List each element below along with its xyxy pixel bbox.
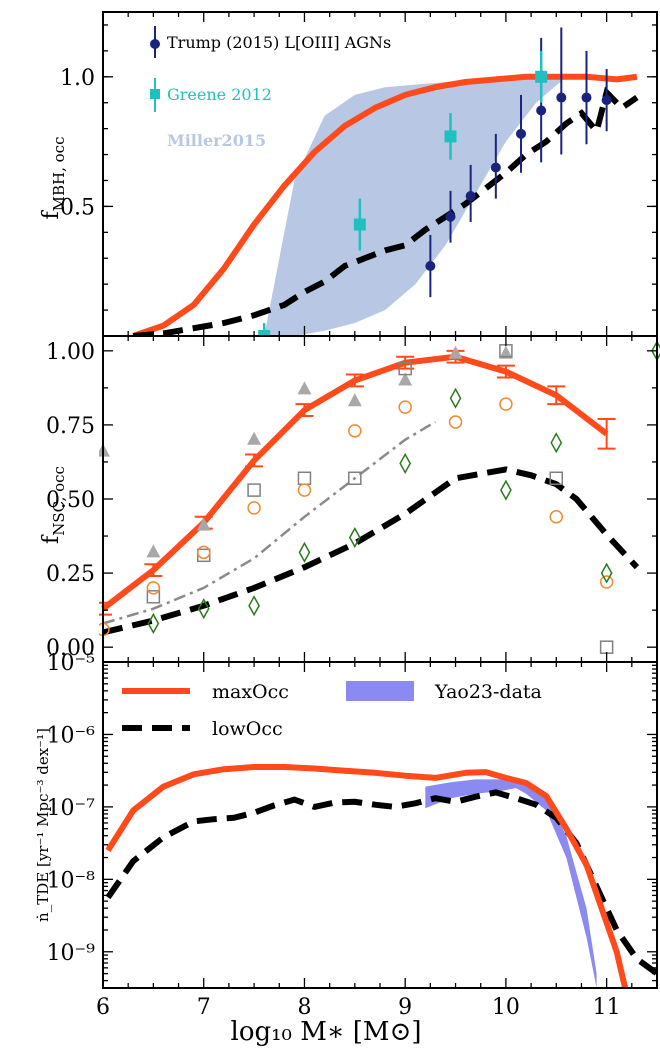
bot-ytick-label: 10⁻⁸ xyxy=(47,868,96,893)
mid-square-point xyxy=(599,640,614,654)
mid-diamond-point xyxy=(600,562,613,584)
greene-point xyxy=(353,218,366,231)
mid-diamond-point xyxy=(550,432,563,454)
mid-triangle-point xyxy=(247,431,262,445)
legend-trump-marker xyxy=(150,39,160,49)
mbh-occupation-panel: 0.5 1.0 xyxy=(60,11,658,337)
mid-circle-point xyxy=(247,501,261,515)
mid-triangle-point xyxy=(99,443,110,457)
nsc-occupation-panel: 0.00 0.25 0.50 0.75 1.00 xyxy=(46,335,660,663)
bot-ytick-label: 10⁻⁷ xyxy=(47,796,96,821)
mid-diamond-point xyxy=(500,479,512,501)
x-axis-label: log₁₀ M∗ [M⊙] xyxy=(231,1017,422,1047)
trump-point xyxy=(425,261,436,272)
mid-square-point xyxy=(297,471,312,486)
legend-yao-swatch xyxy=(346,681,414,701)
mid-ytick-label: 0.75 xyxy=(46,414,95,439)
trump-point xyxy=(490,162,501,173)
mid-triangle-point xyxy=(297,381,312,395)
mid-square-point xyxy=(549,471,564,486)
mid-diamond-point xyxy=(449,387,462,409)
tde-rate-panel: 6 7 8 9 10 11 10⁻⁹ 10⁻⁸ 10⁻⁷ 10⁻⁶ 10⁻⁵ xyxy=(47,651,658,1020)
bot-xtick-label-11: 11 xyxy=(593,995,621,1020)
mid-ytick-label: 0.00 xyxy=(46,636,95,661)
mid-triangle-point xyxy=(448,345,463,359)
mid-circle-point xyxy=(599,575,614,589)
yao23-band xyxy=(425,779,597,988)
mid-ytick-label: 0.25 xyxy=(46,562,95,587)
top-ytick-label: 1.0 xyxy=(60,66,95,91)
legend-miller-label: Miller2015 xyxy=(167,131,266,150)
trump-point xyxy=(445,211,456,222)
bot-xtick-label-6: 6 xyxy=(96,995,110,1020)
top-lowocc-line xyxy=(132,86,639,336)
mid-diamond-point xyxy=(399,452,412,474)
legend-greene-marker xyxy=(150,89,160,99)
mid-diamond-point xyxy=(197,598,210,620)
top-legend: Trump (2015) L[OIII] AGNs Greene 2012 Mi… xyxy=(150,26,391,150)
mid-triangle-point xyxy=(398,372,413,386)
trump-point xyxy=(465,191,476,202)
legend-maxocc-label: maxOcc xyxy=(212,681,289,703)
top-plot-area xyxy=(132,27,639,336)
top-ytick-label: 0.5 xyxy=(60,195,95,220)
mid-y-axis-label: fNSC, occ xyxy=(39,466,68,544)
greene-point xyxy=(258,330,271,336)
trump-point xyxy=(516,128,527,139)
greene-point xyxy=(535,70,548,83)
bot-ytick-label: 10⁻⁵ xyxy=(47,651,95,676)
mid-diamond-point xyxy=(248,595,260,617)
top-y-axis-label: fMBH, occ xyxy=(39,137,68,220)
mid-square-point xyxy=(398,361,412,376)
mid-lowocc-line xyxy=(102,466,640,636)
bottom-legend: maxOcc lowOcc Yao23-data xyxy=(122,681,542,740)
mid-square-point xyxy=(247,483,261,497)
mid-plot-area xyxy=(99,340,660,654)
mid-circle-point xyxy=(348,424,362,438)
mid-circle-point xyxy=(448,415,463,429)
bot-xtick-label-8: 8 xyxy=(297,995,311,1020)
mid-ytick-label: 1.00 xyxy=(46,340,95,365)
greene-point xyxy=(444,130,457,143)
bot-xtick-label-10: 10 xyxy=(492,995,520,1020)
trump-point xyxy=(536,105,547,116)
bot-xtick-label-9: 9 xyxy=(398,995,412,1020)
legend-greene-label: Greene 2012 xyxy=(167,85,272,104)
mid-circle-point xyxy=(297,483,312,497)
mid-circle-point xyxy=(499,397,513,411)
mid-triangle-point xyxy=(146,544,161,558)
legend-lowocc-label: lowOcc xyxy=(212,718,283,740)
mid-triangle-point xyxy=(347,393,362,407)
bottom-y-axis-label: ṅ_TDE [yr⁻¹ Mpc⁻³ dex⁻¹] xyxy=(34,728,52,922)
bot-maxocc-line xyxy=(105,764,629,988)
mid-square-point xyxy=(146,590,161,604)
mid-square-point xyxy=(196,548,211,563)
mid-dashdot-line xyxy=(102,420,437,625)
mid-circle-point xyxy=(398,400,412,414)
bot-xtick-label-7: 7 xyxy=(197,995,211,1020)
mid-circle-point xyxy=(549,510,564,524)
trump-point xyxy=(581,92,592,103)
legend-yao-label: Yao23-data xyxy=(434,681,542,703)
bot-plot-area xyxy=(105,764,657,988)
trump-point xyxy=(601,95,612,106)
mid-diamond-point xyxy=(298,541,311,563)
mid-square-point xyxy=(348,471,362,486)
legend-trump-label: Trump (2015) L[OIII] AGNs xyxy=(167,33,391,52)
mid-triangle-point xyxy=(196,517,211,531)
mid-circle-point xyxy=(146,581,161,595)
mid-diamond-point xyxy=(147,612,160,635)
bot-ytick-label: 10⁻⁹ xyxy=(47,941,96,966)
trump-point xyxy=(556,92,567,103)
bot-ytick-label: 10⁻⁶ xyxy=(47,723,96,748)
mid-diamond-point xyxy=(348,526,361,549)
mid-circle-point xyxy=(196,545,211,560)
mid-ytick-label: 0.50 xyxy=(46,488,95,513)
mid-triangle-point xyxy=(498,345,513,359)
